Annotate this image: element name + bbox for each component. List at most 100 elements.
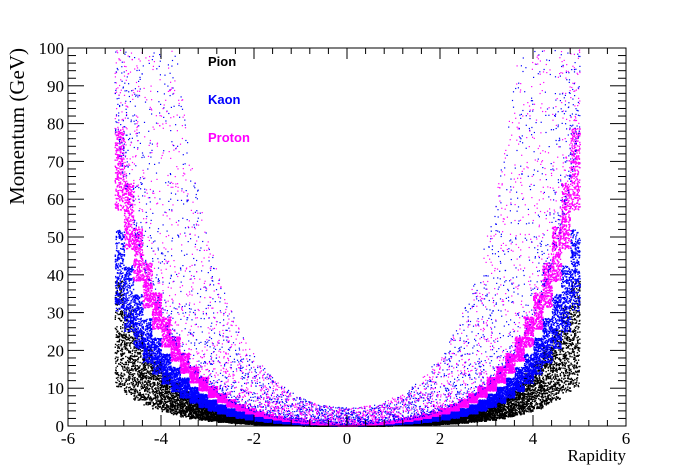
scatter-point xyxy=(152,408,153,409)
scatter-point xyxy=(243,423,244,424)
scatter-point xyxy=(130,347,131,348)
scatter-point xyxy=(142,350,143,351)
scatter-point xyxy=(132,369,133,370)
scatter-point xyxy=(178,412,179,413)
scatter-point xyxy=(187,404,188,405)
scatter-point xyxy=(140,356,141,357)
scatter-point xyxy=(138,352,139,353)
scatter-point xyxy=(121,340,122,341)
scatter-point xyxy=(130,389,131,390)
scatter-point xyxy=(142,383,143,384)
scatter-point xyxy=(133,385,134,386)
scatter-point xyxy=(165,399,166,400)
scatter-point xyxy=(167,389,168,390)
scatter-point xyxy=(143,397,144,398)
scatter-point xyxy=(157,403,158,404)
scatter-point xyxy=(160,384,161,385)
scatter-point xyxy=(129,357,130,358)
scatter-point xyxy=(149,392,150,393)
scatter-point xyxy=(138,384,139,385)
scatter-point xyxy=(131,355,132,356)
scatter-point xyxy=(137,368,138,369)
scatter-point xyxy=(140,386,141,387)
scatter-point xyxy=(214,416,215,417)
scatter-point xyxy=(173,414,174,415)
scatter-point xyxy=(120,290,121,291)
scatter-point xyxy=(143,395,144,396)
scatter-point xyxy=(212,412,213,413)
scatter-point xyxy=(135,389,136,390)
scatter-point xyxy=(155,399,156,400)
scatter-point xyxy=(182,408,183,409)
scatter-point xyxy=(164,397,165,398)
scatter-point xyxy=(135,368,136,369)
scatter-point xyxy=(144,376,145,377)
scatter-point xyxy=(122,358,123,359)
scatter-point xyxy=(148,394,149,395)
scatter-point xyxy=(167,392,168,393)
scatter-point xyxy=(149,373,150,374)
scatter-point xyxy=(121,378,122,379)
scatter-point xyxy=(124,341,125,342)
scatter-point xyxy=(233,418,234,419)
scatter-point xyxy=(145,393,146,394)
scatter-point xyxy=(169,397,170,398)
scatter-point xyxy=(119,285,120,286)
scatter-point xyxy=(203,418,204,419)
scatter-point xyxy=(117,346,118,347)
scatter-point xyxy=(175,403,176,404)
scatter-point xyxy=(120,311,121,312)
scatter-point xyxy=(122,383,123,384)
scatter-point xyxy=(126,387,127,388)
scatter-point xyxy=(137,352,138,353)
scatter-point xyxy=(144,366,145,367)
scatter-point xyxy=(134,399,135,400)
scatter-point xyxy=(150,375,151,376)
scatter-point xyxy=(123,337,124,338)
scatter-point xyxy=(120,359,121,360)
scatter-point xyxy=(141,373,142,374)
scatter-point xyxy=(178,406,179,407)
scatter-point xyxy=(129,376,130,377)
scatter-point xyxy=(142,378,143,379)
scatter-point xyxy=(181,413,182,414)
scatter-point xyxy=(127,367,128,368)
scatter-point xyxy=(160,395,161,396)
scatter-point xyxy=(172,393,173,394)
scatter-point xyxy=(128,377,129,378)
scatter-point xyxy=(134,350,135,351)
scatter-point xyxy=(122,368,123,369)
scatter-point xyxy=(120,362,121,363)
scatter-point xyxy=(192,409,193,410)
scatter-point xyxy=(115,347,116,348)
scatter-point xyxy=(233,421,234,422)
scatter-point xyxy=(149,371,150,372)
scatter-point xyxy=(128,367,129,368)
scatter-point xyxy=(128,339,129,340)
scatter-point xyxy=(168,401,169,402)
scatter-point xyxy=(147,370,148,371)
scatter-point xyxy=(117,331,118,332)
scatter-point xyxy=(138,399,139,400)
scatter-point xyxy=(129,344,130,345)
scatter-point xyxy=(157,382,158,383)
scatter-point xyxy=(134,392,135,393)
scatter-point xyxy=(140,370,141,371)
scatter-point xyxy=(146,402,147,403)
scatter-point xyxy=(115,361,116,362)
scatter-point xyxy=(211,414,212,415)
scatter-point xyxy=(145,367,146,368)
scatter-point xyxy=(147,391,148,392)
scatter-point xyxy=(184,415,185,416)
scatter-point xyxy=(117,304,118,305)
scatter-point xyxy=(156,393,157,394)
scatter-point xyxy=(150,384,151,385)
scatter-point xyxy=(182,402,183,403)
scatter-point xyxy=(215,416,216,417)
scatter-point xyxy=(155,403,156,404)
scatter-point xyxy=(129,346,130,347)
scatter-point xyxy=(150,370,151,371)
scatter-point xyxy=(169,389,170,390)
scatter-point xyxy=(155,394,156,395)
scatter-point xyxy=(222,418,223,419)
